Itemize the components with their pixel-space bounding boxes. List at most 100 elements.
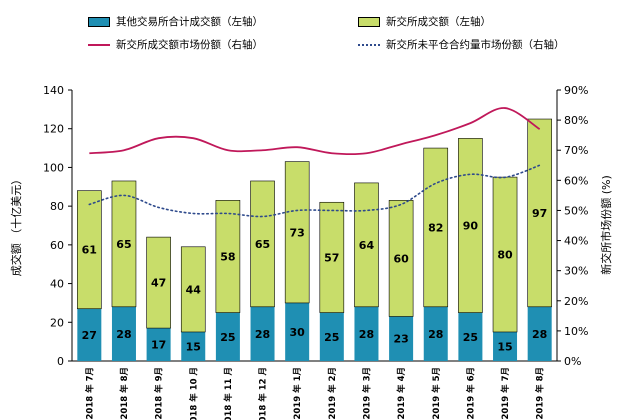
- data-label-sgx-volume: 97: [532, 207, 547, 220]
- y-tick-label: 60: [50, 239, 64, 252]
- legend-swatch-sgx-oi-share: [358, 43, 380, 46]
- y2-tick-label: 90%: [564, 84, 588, 97]
- line-sgx-share: [89, 107, 541, 156]
- x-tick-label: 2019 年 6月: [465, 367, 476, 420]
- y2-tick-label: 30%: [564, 265, 588, 278]
- bar-other-exchanges: [111, 306, 136, 361]
- data-label-other-exchanges: 23: [393, 333, 408, 346]
- data-label-sgx-volume: 90: [463, 220, 479, 233]
- bar-sgx-volume: [458, 138, 483, 313]
- data-label-other-exchanges: 28: [255, 328, 270, 341]
- y-axis-title: 成交额 （十亿美元）: [9, 174, 23, 277]
- bar-other-exchanges: [146, 328, 171, 361]
- bar-sgx-volume: [180, 246, 206, 333]
- bar-other-exchanges: [493, 331, 518, 361]
- y2-tick-label: 20%: [564, 295, 588, 308]
- x-tick-label: 2019 年 3月: [361, 367, 372, 420]
- data-label-other-exchanges: 28: [532, 328, 547, 341]
- data-label-other-exchanges: 17: [151, 339, 166, 352]
- data-label-sgx-volume: 73: [290, 226, 305, 239]
- bar-sgx-volume: [527, 118, 552, 308]
- y2-tick-label: 40%: [564, 235, 588, 248]
- legend-label-sgx-share: 新交所成交额市场份额（右轴）: [116, 39, 263, 51]
- x-tick-label: 2018 年 11 月: [223, 367, 234, 420]
- data-label-sgx-volume: 65: [116, 238, 131, 251]
- legend-label-sgx-oi-share: 新交所未平仓合约量市场份额（右轴）: [386, 39, 565, 51]
- data-label-sgx-volume: 65: [255, 238, 270, 251]
- y2-tick-label: 10%: [564, 325, 588, 338]
- legend-label-other-exchanges: 其他交易所合计成交额（左轴）: [116, 16, 263, 28]
- bar-other-exchanges: [423, 306, 448, 361]
- x-tick-label: 2019 年 4月: [396, 367, 407, 420]
- x-tick-label: 2018 年 10 月: [188, 367, 199, 420]
- y-tick-label: 80: [50, 200, 64, 213]
- x-tick-label: 2019 年 8月: [535, 367, 546, 420]
- y-tick-label: 100: [43, 161, 64, 174]
- data-label-sgx-volume: 60: [393, 252, 409, 265]
- line-sgx-oi-share: [88, 164, 541, 218]
- bar-sgx-volume: [319, 201, 345, 313]
- legend-swatch-sgx-share: [88, 43, 110, 46]
- y-tick-label: 120: [43, 123, 64, 136]
- bar-sgx-volume: [215, 200, 241, 313]
- legend-item-other-exchanges: 其他交易所合计成交额（左轴）: [88, 14, 263, 29]
- bar-other-exchanges: [458, 312, 483, 361]
- data-label-sgx-volume: 82: [428, 221, 443, 234]
- bar-other-exchanges: [389, 316, 414, 361]
- bar-other-exchanges: [285, 302, 310, 361]
- bar-other-exchanges: [215, 312, 240, 361]
- bar-sgx-volume: [111, 180, 137, 308]
- x-tick-label: 2019 年 1月: [292, 367, 303, 420]
- bar-sgx-volume: [284, 161, 310, 304]
- y2-tick-label: 70%: [564, 144, 588, 157]
- legend-item-sgx-share: 新交所成交额市场份额（右轴）: [88, 37, 263, 52]
- data-label-other-exchanges: 25: [324, 331, 339, 344]
- data-label-other-exchanges: 30: [290, 326, 306, 339]
- y2-tick-label: 60%: [564, 174, 588, 187]
- x-tick-label: 2019 年 7月: [500, 367, 511, 420]
- bar-sgx-volume: [423, 147, 449, 308]
- y-tick-label: 20: [50, 316, 64, 329]
- data-label-sgx-volume: 44: [186, 283, 202, 296]
- y2-tick-label: 80%: [564, 114, 588, 127]
- x-tick-label: 2019 年 5月: [431, 367, 442, 420]
- legend-item-sgx-oi-share: 新交所未平仓合约量市场份额（右轴）: [358, 37, 565, 52]
- x-tick-label: 2018 年 9月: [154, 367, 165, 420]
- legend-swatch-sgx-volume: [358, 16, 380, 27]
- y-tick-label: 0: [57, 355, 64, 368]
- bar-other-exchanges: [354, 306, 379, 361]
- bar-sgx-volume: [354, 182, 379, 308]
- y-tick-label: 140: [43, 84, 64, 97]
- data-label-other-exchanges: 15: [186, 340, 201, 353]
- x-tick-label: 2018 年 12 月: [258, 367, 269, 420]
- x-tick-label: 2018 年 7月: [84, 367, 95, 420]
- data-label-sgx-volume: 64: [359, 239, 375, 252]
- data-label-other-exchanges: 28: [359, 328, 374, 341]
- data-label-other-exchanges: 28: [116, 328, 131, 341]
- data-label-sgx-volume: 47: [151, 277, 166, 290]
- data-label-sgx-volume: 58: [220, 250, 235, 263]
- x-tick-label: 2019 年 2月: [327, 367, 338, 420]
- data-label-sgx-volume: 80: [497, 249, 513, 262]
- x-tick-label: 2018 年 8月: [119, 367, 130, 420]
- bar-sgx-volume: [77, 190, 102, 310]
- y2-tick-label: 50%: [564, 204, 588, 217]
- bar-other-exchanges: [250, 306, 275, 361]
- bar-other-exchanges: [319, 312, 344, 361]
- bar-sgx-volume: [388, 200, 414, 317]
- data-label-other-exchanges: 25: [463, 331, 478, 344]
- data-label-other-exchanges: 27: [82, 329, 97, 342]
- legend: 其他交易所合计成交额（左轴） 新交所成交额（左轴） 新交所成交额市场份额（右轴）…: [0, 10, 628, 52]
- y-tick-label: 40: [50, 278, 64, 291]
- legend-item-sgx-volume: 新交所成交额（左轴）: [358, 14, 491, 29]
- data-label-sgx-volume: 57: [324, 251, 339, 264]
- bar-other-exchanges: [77, 308, 102, 361]
- data-label-other-exchanges: 28: [428, 328, 443, 341]
- data-label-sgx-volume: 61: [82, 244, 97, 257]
- bar-sgx-volume: [492, 176, 518, 333]
- bar-sgx-volume: [146, 236, 171, 329]
- bar-other-exchanges: [527, 306, 552, 361]
- data-label-other-exchanges: 25: [220, 331, 235, 344]
